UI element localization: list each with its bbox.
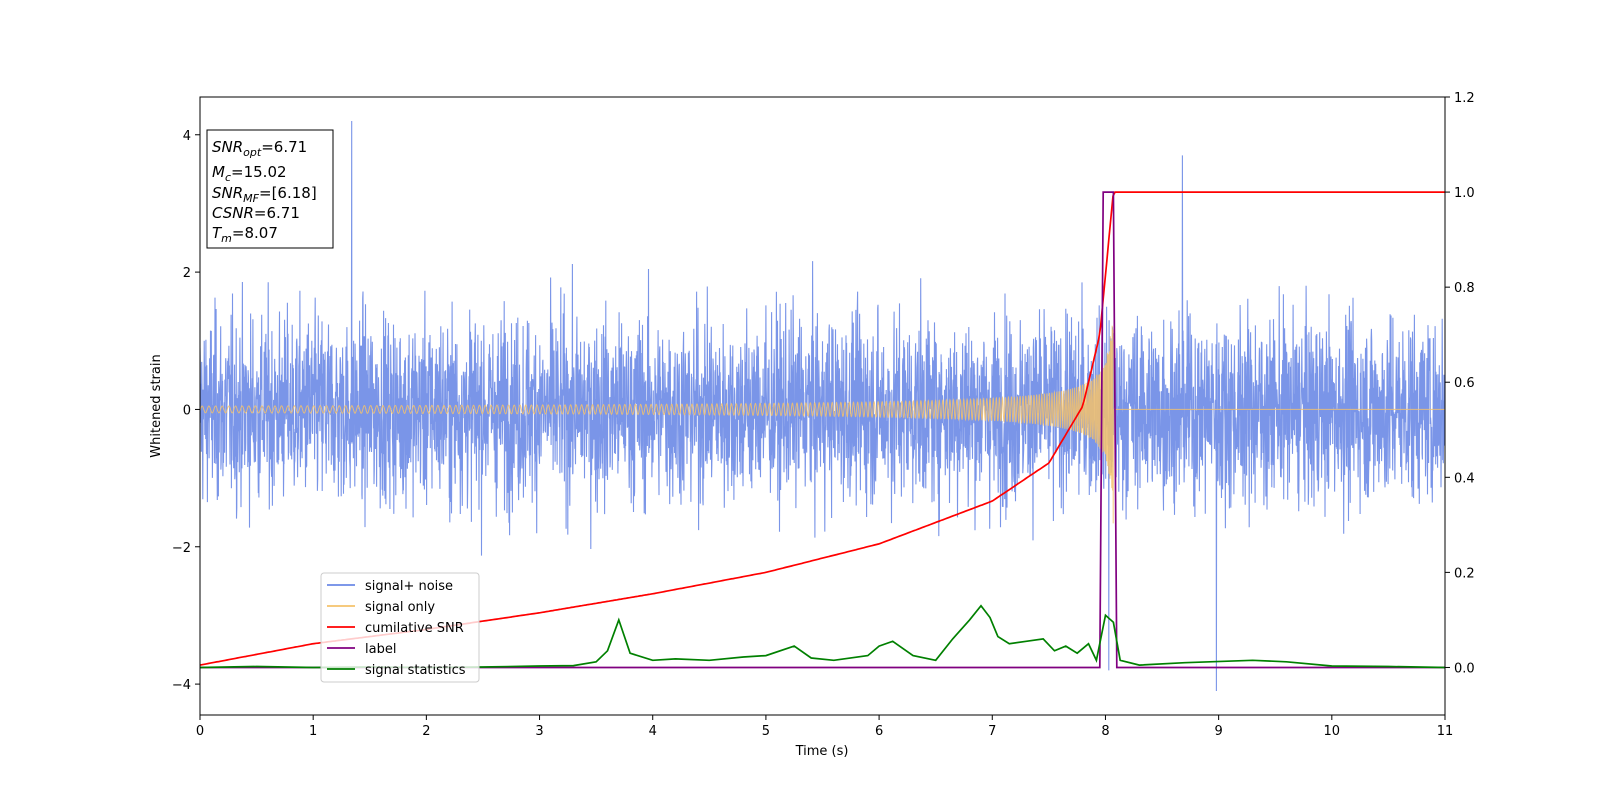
y-right-tick-label: 0.8 [1454, 281, 1475, 296]
y-tick-label: −2 [172, 541, 191, 556]
y-axis-label: Whitened strain [149, 354, 164, 457]
legend-label-label: label [365, 642, 396, 657]
x-tick-label: 1 [309, 724, 317, 739]
legend-label-cumsnr: cumilative SNR [365, 621, 464, 636]
annotation-snr-opt: SNRopt=6.71 [212, 138, 307, 159]
y-right-tick-label: 0.4 [1454, 471, 1475, 486]
x-tick-label: 10 [1324, 724, 1341, 739]
x-tick-label: 9 [1214, 724, 1222, 739]
legend-label-noise: signal+ noise [365, 579, 453, 594]
series-signal-only [200, 325, 1445, 524]
y-tick-label: 0 [183, 403, 191, 418]
annotation-box: SNRopt=6.71 Mc=15.02 SNRMF=[6.18] CSNR=6… [206, 129, 334, 249]
x-tick-label: 8 [1101, 724, 1109, 739]
legend-label-signal: signal only [365, 600, 435, 615]
y-right-tick-label: 0.6 [1454, 376, 1475, 391]
y-right-tick-label: 0.0 [1454, 661, 1475, 676]
y-right-tick-label: 0.2 [1454, 566, 1475, 581]
legend-entry-stat: signal statistics [327, 663, 466, 678]
legend-label-stat: signal statistics [365, 663, 466, 678]
y-right-tick-label: 1.2 [1454, 91, 1475, 106]
legend-entry-noise: signal+ noise [327, 579, 453, 594]
legend: signal+ noise signal only cumilative SNR… [320, 572, 480, 683]
legend-entry-label: label [327, 642, 396, 657]
y-tick-label: 4 [183, 129, 191, 144]
x-tick-label: 3 [535, 724, 543, 739]
legend-entry-signal: signal only [327, 600, 435, 615]
x-tick-label: 2 [422, 724, 430, 739]
y-axis-left: −4 −2 0 2 4 [172, 129, 200, 693]
x-tick-label: 6 [875, 724, 883, 739]
plot-frame [199, 96, 1446, 716]
x-tick-label: 0 [196, 724, 204, 739]
y-tick-label: 2 [183, 266, 191, 281]
series-signal-statistics [200, 604, 1445, 669]
y-axis-right: 0.0 0.2 0.4 0.6 0.8 1.0 1.2 [1445, 91, 1475, 676]
series-signal-plus-noise [200, 120, 1445, 692]
y-right-tick-label: 1.0 [1454, 186, 1475, 201]
x-tick-label: 11 [1437, 724, 1454, 739]
y-tick-label: −4 [172, 678, 191, 693]
x-tick-label: 5 [762, 724, 770, 739]
annotation-snr-mf: SNRMF=[6.18] [212, 184, 317, 205]
annotation-csnr: CSNR=6.71 [212, 204, 300, 222]
x-axis-label: Time (s) [795, 744, 849, 759]
annotation-tm: Tm=8.07 [212, 224, 278, 245]
legend-entry-cumsnr: cumilative SNR [327, 621, 464, 636]
x-tick-label: 7 [988, 724, 996, 739]
x-axis: 0 1 2 3 4 5 6 7 8 9 10 11 [196, 715, 1453, 739]
annotation-mc: Mc=15.02 [212, 163, 287, 184]
x-tick-label: 4 [649, 724, 657, 739]
series-label [200, 191, 1445, 669]
